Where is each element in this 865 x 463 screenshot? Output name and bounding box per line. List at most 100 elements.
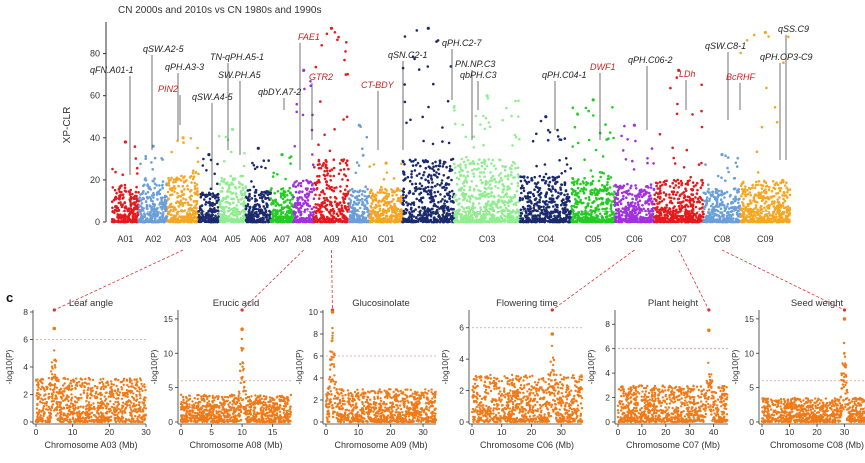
- panel-y-tick: 4: [605, 368, 610, 378]
- chromosome-label: C02: [420, 234, 437, 244]
- peak-point: [385, 162, 388, 165]
- peak-point: [207, 153, 210, 156]
- gene-annotation: qbPH.C3: [460, 70, 497, 80]
- gene-annotation: LDh: [679, 69, 696, 79]
- panel-y-tick: 4: [23, 362, 28, 372]
- panel-y-tick: 6: [605, 344, 610, 354]
- peak-point: [182, 136, 185, 139]
- peak-point: [257, 147, 260, 150]
- panel-y-tick: 15: [164, 314, 174, 324]
- panel-y-tick: 10: [164, 348, 174, 358]
- connector-line: [331, 250, 332, 310]
- panel-xlabel: Chromosome A08 (Mb): [189, 440, 282, 450]
- chromosome-label: A04: [201, 234, 217, 244]
- chromosome-label: C05: [585, 234, 602, 244]
- panel-x-tick: 0: [760, 427, 765, 437]
- panel-x-tick: 5: [209, 427, 214, 437]
- panel-x-tick: 10: [354, 427, 364, 437]
- peak-point: [592, 98, 595, 101]
- chromosome-a04: [197, 153, 220, 223]
- gene-annotation: PN.NP.C3: [455, 59, 495, 69]
- panel-points: [325, 310, 437, 423]
- chromosome-label: C01: [378, 234, 395, 244]
- panel-x-tick: 30: [556, 427, 566, 437]
- panel-y-tick: 8: [23, 307, 28, 317]
- panel-y-tick: 5: [749, 383, 754, 393]
- chromosome-label: C03: [479, 234, 496, 244]
- y-tick-label: 0: [95, 217, 100, 227]
- panel-y-tick: 0: [168, 417, 173, 427]
- panel-xlabel: Chromosome A09 (Mb): [334, 440, 427, 450]
- panel-ylabel: -log10(P): [294, 349, 304, 384]
- panel-y-tick: 10: [309, 307, 319, 317]
- panel-x-tick: 30: [840, 427, 850, 437]
- chromosome-c04: [519, 115, 573, 223]
- chromosome-a03: [166, 136, 199, 223]
- panel-y-tick: 15: [745, 314, 755, 324]
- manhattan-plot: CN 2000s and 2010s vs CN 1980s and 1990s…: [62, 5, 813, 244]
- chromosome-c08: [702, 153, 741, 223]
- panel-x-tick: 0: [470, 427, 475, 437]
- y-tick-label: 60: [90, 91, 100, 101]
- gene-annotation: qSN.C2-1: [388, 50, 428, 60]
- panel-peak: [707, 329, 711, 333]
- chromosome-label: A02: [145, 234, 161, 244]
- panel-y-tick: 2: [23, 390, 28, 400]
- panel-connectors: [53, 250, 846, 312]
- panel-points: [35, 327, 147, 423]
- panel-ylabel: -log10(P): [440, 349, 450, 384]
- y-tick-label: 40: [90, 133, 100, 143]
- panel-x-tick: 10: [785, 427, 795, 437]
- chromosome-label: A07: [274, 234, 290, 244]
- panel-points: [471, 332, 583, 423]
- gene-annotation: qSS.C9: [778, 24, 809, 34]
- panel-peak: [240, 327, 244, 331]
- panel-xlabel: Chromosome A03 (Mb): [44, 440, 137, 450]
- panel-y-tick: 8: [313, 329, 318, 339]
- panel-y-tick: 0: [459, 417, 464, 427]
- peak-point: [302, 69, 305, 72]
- panel-y-tick: 10: [745, 348, 755, 358]
- chromosome-c06: [614, 124, 656, 224]
- peak-point: [330, 27, 333, 30]
- panel-ylabel: -log10(P): [730, 349, 740, 384]
- gene-annotation: qPH.A3-3: [165, 62, 204, 72]
- panel-peak: [331, 310, 335, 314]
- chromosome-label: C07: [670, 234, 687, 244]
- panel-y-tick: 2: [459, 386, 464, 396]
- panel-x-tick: 20: [812, 427, 822, 437]
- panel-x-tick: 0: [34, 427, 39, 437]
- chromosome-c01: [368, 162, 404, 224]
- y-tick-label: 80: [90, 49, 100, 59]
- panel-x-tick: 20: [661, 427, 671, 437]
- panel-points: [180, 327, 292, 423]
- gene-annotation: BcRHF: [726, 72, 756, 82]
- chromosome-label: A06: [250, 234, 266, 244]
- panel-y-tick: 6: [459, 323, 464, 333]
- chromosome-a01: [111, 140, 140, 223]
- chromosome-label: A05: [225, 234, 241, 244]
- gene-annotation: qSW.C8-1: [705, 41, 746, 51]
- panel-y-tick: 4: [459, 354, 464, 364]
- panel-title: Flowering time: [496, 298, 558, 309]
- panel-letter: c: [6, 290, 13, 305]
- chromosome-label: C06: [626, 234, 643, 244]
- panel-points: [761, 317, 865, 423]
- panel-title: Leaf angle: [69, 298, 113, 309]
- panel-y-tick: 0: [605, 417, 610, 427]
- gene-annotation: qPH.C06-2: [628, 55, 673, 65]
- chromosome-label: A01: [117, 234, 133, 244]
- chromosome-label: C09: [757, 234, 774, 244]
- panel-xlabel: Chromosome C08 (Mb): [770, 440, 864, 450]
- peak-point: [764, 31, 767, 34]
- panel-y-tick: 6: [313, 351, 318, 361]
- panel-title: Plant height: [648, 298, 699, 309]
- gene-annotation: qPH.C04-1: [542, 70, 587, 80]
- panel-y-tick: 0: [749, 417, 754, 427]
- panel-x-tick: 0: [616, 427, 621, 437]
- panel-ylabel: -log10(P): [149, 349, 159, 384]
